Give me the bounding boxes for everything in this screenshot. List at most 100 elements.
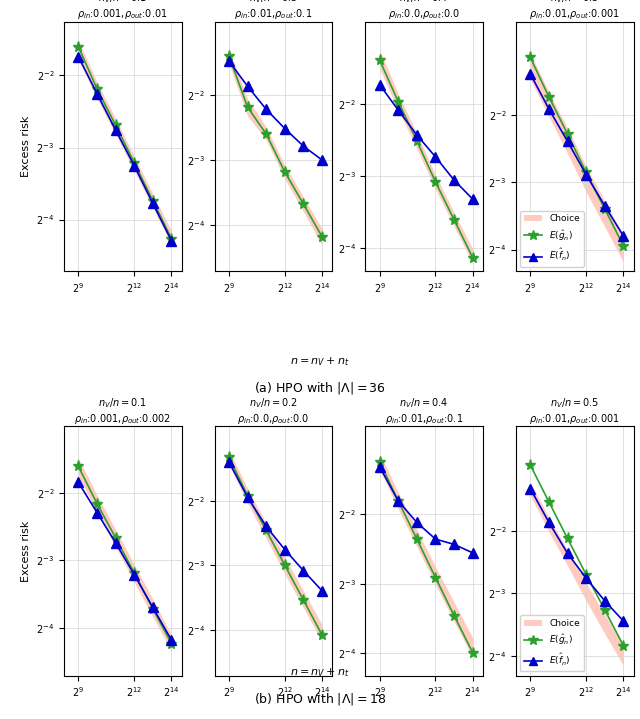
$E(\hat{f}_{n})$	[564, 549, 572, 558]
$E(\hat{f}_{n})$	[376, 81, 383, 89]
$E(\hat{f}_{n})$	[149, 603, 157, 612]
$E(\hat{f}_{n})$	[93, 89, 101, 98]
$E(\hat{g}_{n})$	[620, 242, 627, 250]
$E(\hat{f}_{n})$	[620, 232, 627, 240]
$E(\hat{f}_{n})$	[564, 137, 572, 146]
$E(\hat{f}_{n})$	[318, 587, 326, 595]
$E(\hat{g}_{n})$	[168, 234, 175, 243]
$E(\hat{f}_{n})$	[225, 57, 233, 65]
$E(\hat{g}_{n})$	[149, 196, 157, 205]
$E(\hat{f}_{n})$	[431, 152, 439, 161]
Text: (b) HPO with $|\Lambda| = 18$: (b) HPO with $|\Lambda| = 18$	[254, 691, 386, 707]
$E(\hat{f}_{n})$	[394, 106, 402, 114]
$E(\hat{f}_{n})$	[527, 485, 534, 493]
$E(\hat{g}_{n})$	[93, 84, 101, 93]
$E(\hat{g}_{n})$	[394, 497, 402, 505]
Text: $n = n_V + n_t$: $n = n_V + n_t$	[291, 355, 349, 368]
$E(\hat{f}_{n})$	[93, 508, 101, 517]
Title: $n_V/n = 0.4$
$\rho_{in}$:0.01,$\rho_{out}$:0.1: $n_V/n = 0.4$ $\rho_{in}$:0.01,$\rho_{ou…	[385, 396, 463, 426]
$E(\hat{g}_{n})$	[601, 605, 609, 614]
$E(\hat{f}_{n})$	[168, 636, 175, 644]
$E(\hat{g}_{n})$	[300, 200, 307, 209]
Legend: Choice, $E(\hat{g}_{n})$, $E(\hat{f}_{n})$: Choice, $E(\hat{g}_{n})$, $E(\hat{f}_{n}…	[520, 211, 584, 267]
$E(\hat{g}_{n})$	[300, 596, 307, 605]
$E(\hat{f}_{n})$	[74, 478, 82, 487]
$E(\hat{f}_{n})$	[545, 104, 553, 113]
$E(\hat{g}_{n})$	[469, 253, 477, 262]
$E(\hat{g}_{n})$	[564, 129, 572, 138]
Line: $E(\hat{g}_{n})$: $E(\hat{g}_{n})$	[223, 452, 328, 641]
Line: $E(\hat{f}_{n})$: $E(\hat{f}_{n})$	[74, 52, 176, 246]
Title: $n_V/n = 0.1$
$\rho_{in}$:0.001,$\rho_{out}$:0.01: $n_V/n = 0.1$ $\rho_{in}$:0.001,$\rho_{o…	[77, 0, 168, 22]
Line: $E(\hat{g}_{n})$: $E(\hat{g}_{n})$	[525, 52, 629, 252]
$E(\hat{g}_{n})$	[262, 526, 270, 535]
$E(\hat{g}_{n})$	[620, 641, 627, 650]
$E(\hat{f}_{n})$	[112, 539, 120, 547]
$E(\hat{f}_{n})$	[431, 535, 439, 544]
Title: $n_V/n = 0.3$
$\rho_{in}$:0.01,$\rho_{out}$:0.1: $n_V/n = 0.3$ $\rho_{in}$:0.01,$\rho_{ou…	[234, 0, 312, 22]
$E(\hat{f}_{n})$	[469, 195, 477, 203]
Line: $E(\hat{f}_{n})$: $E(\hat{f}_{n})$	[525, 484, 628, 626]
$E(\hat{f}_{n})$	[131, 570, 138, 579]
Line: $E(\hat{f}_{n})$: $E(\hat{f}_{n})$	[375, 462, 477, 558]
$E(\hat{f}_{n})$	[582, 170, 590, 179]
$E(\hat{g}_{n})$	[376, 56, 383, 65]
$E(\hat{g}_{n})$	[376, 458, 383, 467]
$E(\hat{g}_{n})$	[74, 462, 82, 471]
$E(\hat{f}_{n})$	[300, 567, 307, 575]
$E(\hat{f}_{n})$	[74, 52, 82, 61]
$E(\hat{g}_{n})$	[582, 168, 590, 177]
$E(\hat{g}_{n})$	[545, 93, 553, 101]
$E(\hat{f}_{n})$	[394, 497, 402, 505]
Line: $E(\hat{g}_{n})$: $E(\hat{g}_{n})$	[223, 50, 328, 242]
$E(\hat{g}_{n})$	[225, 52, 233, 60]
$E(\hat{g}_{n})$	[225, 453, 233, 462]
$E(\hat{f}_{n})$	[413, 131, 420, 139]
$E(\hat{g}_{n})$	[318, 631, 326, 639]
$E(\hat{g}_{n})$	[281, 168, 289, 176]
$E(\hat{f}_{n})$	[281, 545, 289, 554]
Line: $E(\hat{g}_{n})$: $E(\hat{g}_{n})$	[374, 457, 478, 658]
$E(\hat{g}_{n})$	[281, 561, 289, 569]
Line: $E(\hat{g}_{n})$: $E(\hat{g}_{n})$	[73, 41, 177, 244]
$E(\hat{g}_{n})$	[469, 649, 477, 657]
Line: $E(\hat{g}_{n})$: $E(\hat{g}_{n})$	[73, 461, 177, 649]
Line: $E(\hat{f}_{n})$: $E(\hat{f}_{n})$	[224, 56, 327, 165]
$E(\hat{g}_{n})$	[564, 534, 572, 543]
Line: $E(\hat{g}_{n})$: $E(\hat{g}_{n})$	[374, 55, 478, 263]
Text: $n = n_V + n_t$: $n = n_V + n_t$	[291, 666, 349, 679]
$E(\hat{f}_{n})$	[262, 522, 270, 531]
Title: $n_V/n = 0.4$
$\rho_{in}$:0.0,$\rho_{out}$:0.0: $n_V/n = 0.4$ $\rho_{in}$:0.0,$\rho_{out…	[388, 0, 460, 22]
$E(\hat{g}_{n})$	[93, 499, 101, 508]
Line: $E(\hat{f}_{n})$: $E(\hat{f}_{n})$	[375, 80, 477, 204]
$E(\hat{f}_{n})$	[582, 574, 590, 582]
$E(\hat{g}_{n})$	[149, 605, 157, 613]
$E(\hat{g}_{n})$	[131, 569, 138, 577]
$E(\hat{g}_{n})$	[527, 53, 534, 62]
Title: $n_V/n = 0.5$
$\rho_{in}$:0.01,$\rho_{out}$:0.001: $n_V/n = 0.5$ $\rho_{in}$:0.01,$\rho_{ou…	[529, 396, 620, 426]
Y-axis label: Excess risk: Excess risk	[20, 521, 31, 582]
$E(\hat{g}_{n})$	[244, 103, 252, 111]
$E(\hat{f}_{n})$	[413, 518, 420, 527]
$E(\hat{f}_{n})$	[168, 237, 175, 245]
Line: $E(\hat{f}_{n})$: $E(\hat{f}_{n})$	[224, 457, 327, 595]
Text: (a) HPO with $|\Lambda| = 36$: (a) HPO with $|\Lambda| = 36$	[254, 380, 386, 396]
$E(\hat{g}_{n})$	[131, 158, 138, 167]
$E(\hat{g}_{n})$	[431, 178, 439, 186]
$E(\hat{f}_{n})$	[620, 617, 627, 626]
$E(\hat{f}_{n})$	[149, 199, 157, 208]
$E(\hat{f}_{n})$	[281, 124, 289, 133]
$E(\hat{g}_{n})$	[545, 498, 553, 506]
Line: $E(\hat{g}_{n})$: $E(\hat{g}_{n})$	[525, 459, 629, 651]
$E(\hat{f}_{n})$	[262, 105, 270, 114]
$E(\hat{g}_{n})$	[431, 573, 439, 582]
$E(\hat{g}_{n})$	[112, 533, 120, 542]
Line: $E(\hat{f}_{n})$: $E(\hat{f}_{n})$	[74, 477, 176, 645]
Title: $n_V/n = 0.1$
$\rho_{in}$:0.001,$\rho_{out}$:0.002: $n_V/n = 0.1$ $\rho_{in}$:0.001,$\rho_{o…	[74, 396, 172, 426]
Y-axis label: Excess risk: Excess risk	[20, 116, 31, 177]
$E(\hat{g}_{n})$	[451, 216, 458, 224]
$E(\hat{g}_{n})$	[244, 491, 252, 500]
$E(\hat{f}_{n})$	[469, 549, 477, 557]
$E(\hat{g}_{n})$	[262, 129, 270, 138]
Title: $n_V/n = 0.5$
$\rho_{in}$:0.01,$\rho_{out}$:0.001: $n_V/n = 0.5$ $\rho_{in}$:0.01,$\rho_{ou…	[529, 0, 620, 22]
